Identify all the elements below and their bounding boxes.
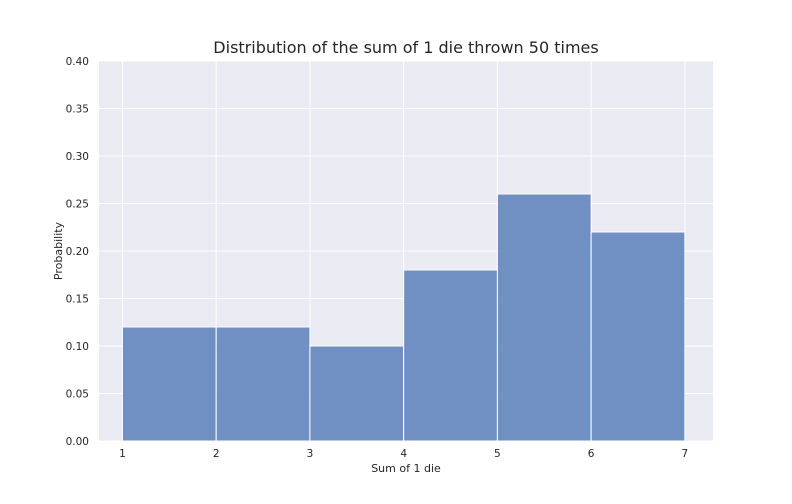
x-tick-label: 6 bbox=[588, 448, 595, 460]
y-tick-label: 0.15 bbox=[66, 294, 89, 306]
histogram-bar bbox=[496, 193, 592, 442]
y-tick-label: 0.30 bbox=[66, 151, 89, 163]
x-tick-label: 4 bbox=[400, 448, 407, 460]
x-tick-label: 5 bbox=[494, 448, 501, 460]
histogram-bars bbox=[121, 193, 686, 442]
histogram-bar bbox=[309, 345, 405, 442]
histogram-bar bbox=[121, 326, 217, 442]
y-axis-ticks: 0.00 0.05 0.10 0.15 0.20 0.25 0.30 0.35 0.40 bbox=[66, 56, 89, 448]
x-tick-label: 3 bbox=[307, 448, 314, 460]
x-tick-label: 1 bbox=[119, 448, 126, 460]
y-tick-label: 0.35 bbox=[66, 104, 89, 116]
y-tick-label: 0.20 bbox=[66, 246, 89, 258]
y-axis-label: Probability bbox=[52, 221, 65, 280]
x-axis-ticks: 1 2 3 4 5 6 7 bbox=[119, 448, 688, 460]
histogram-bar bbox=[403, 269, 498, 442]
x-tick-label: 2 bbox=[213, 448, 220, 460]
histogram-bar bbox=[590, 231, 686, 442]
y-tick-label: 0.40 bbox=[66, 56, 89, 68]
y-tick-label: 0.05 bbox=[66, 389, 89, 401]
x-tick-label: 7 bbox=[682, 448, 689, 460]
histogram-bar bbox=[215, 326, 311, 442]
y-tick-label: 0.00 bbox=[66, 436, 89, 448]
x-axis-label: Sum of 1 die bbox=[371, 462, 441, 475]
y-tick-label: 0.25 bbox=[66, 199, 89, 211]
chart-title: Distribution of the sum of 1 die thrown … bbox=[213, 38, 598, 57]
y-tick-label: 0.10 bbox=[66, 341, 89, 353]
